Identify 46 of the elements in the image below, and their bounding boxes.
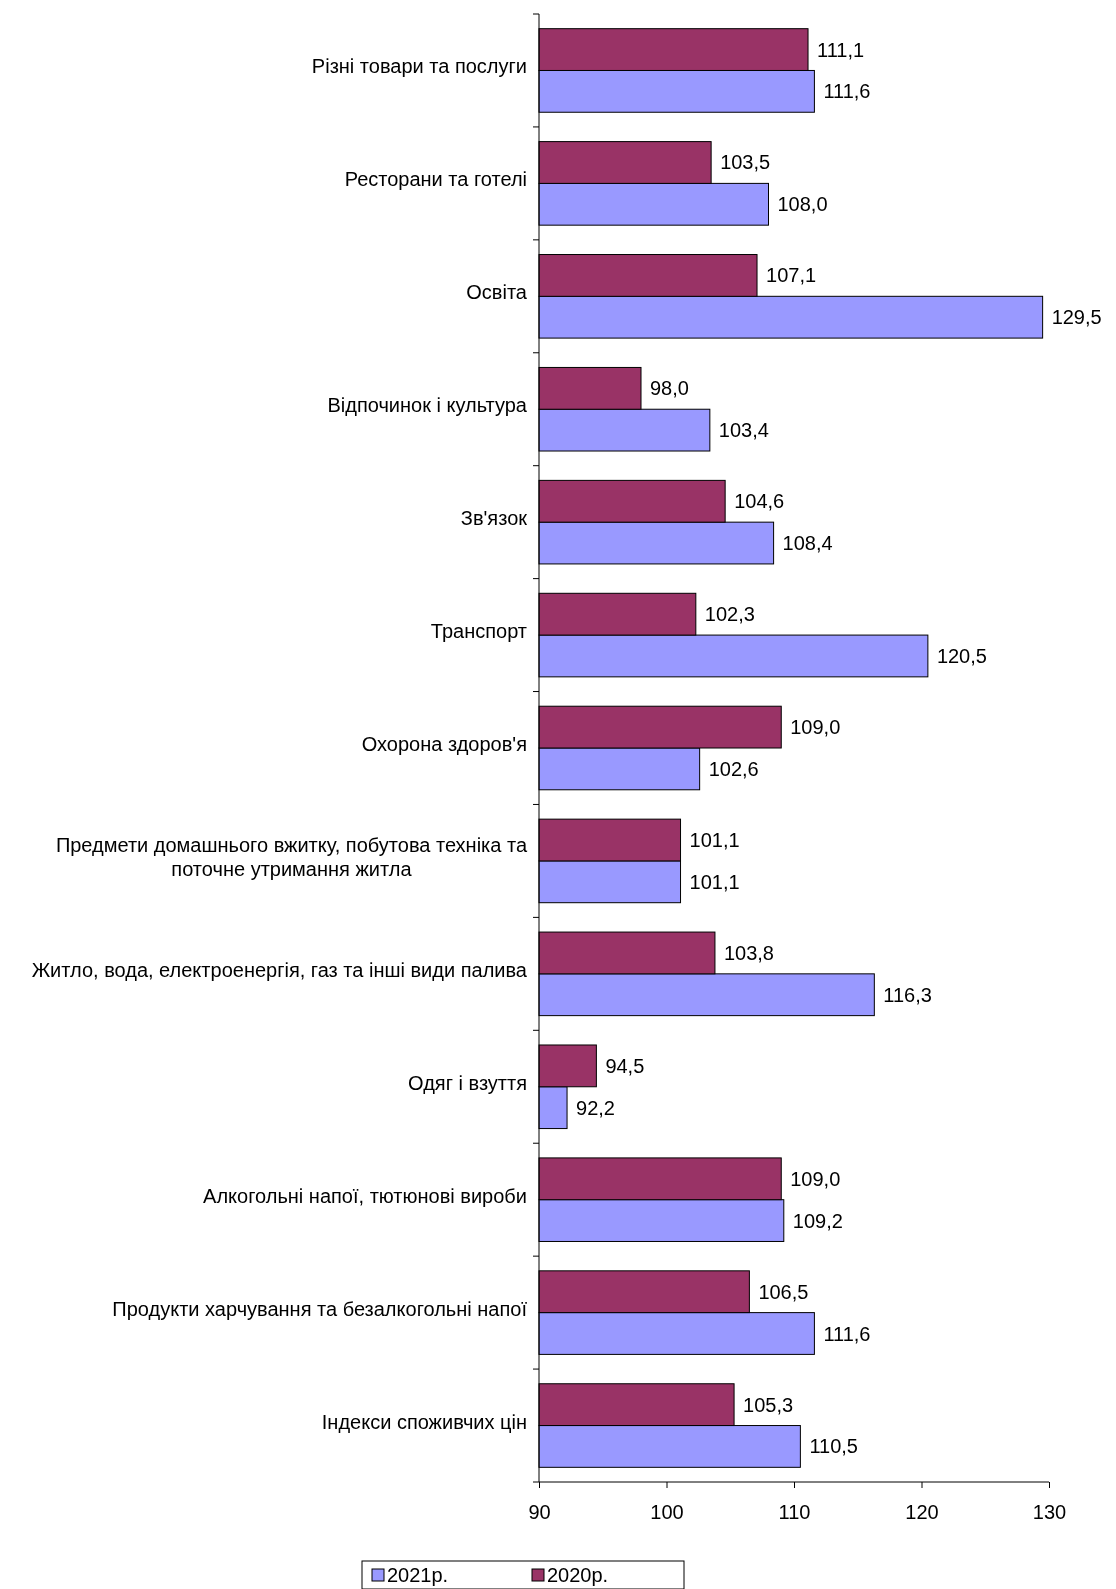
data-label: 120,5	[936, 644, 987, 667]
data-label: 108,0	[777, 193, 828, 216]
y-tick-label: Зв'язок	[460, 507, 528, 530]
data-label: 103,8	[723, 941, 775, 964]
data-label: 111,6	[823, 80, 871, 103]
y-tick-label: Транспорт	[430, 620, 527, 643]
data-label: 107,1	[766, 264, 817, 287]
data-label: 101,1	[689, 870, 740, 893]
data-label: 102,6	[708, 757, 759, 780]
data-label: 103,5	[720, 151, 771, 174]
data-label: 108,4	[782, 532, 833, 555]
data-label: 98,0	[650, 377, 689, 400]
data-label: 116,3	[883, 983, 932, 1006]
x-tick-label: 110	[778, 1501, 811, 1523]
legend-label: 2021р.	[387, 1564, 449, 1586]
y-tick-label: Предмети домашнього вжитку, побутова техніка та поточне утримання житла	[55, 833, 528, 880]
x-tick-label: 130	[1032, 1501, 1067, 1523]
x-tick-label: 90	[528, 1501, 551, 1523]
y-tick-label: Різні товари та послуги	[311, 55, 527, 78]
y-tick-label: Одяг і взуття	[408, 1071, 527, 1094]
data-label: 106,5	[758, 1280, 809, 1303]
data-label: 129,5	[1051, 306, 1102, 329]
data-label: 103,4	[718, 419, 769, 442]
legend-label: 2020р.	[547, 1564, 609, 1586]
y-tick-label: Охорона здоров'я	[361, 733, 527, 755]
x-tick-label: 120	[905, 1501, 939, 1523]
data-label: 111,6	[823, 1322, 871, 1345]
data-label: 110,5	[809, 1435, 858, 1458]
data-label: 101,1	[689, 829, 740, 852]
x-tick-label: 100	[650, 1501, 684, 1523]
data-label: 111,1	[817, 38, 865, 61]
y-tick-label: Продукти харчування та безалкогольні напої	[112, 1297, 528, 1320]
y-tick-label: Ресторани та готелі	[344, 168, 527, 191]
y-tick-label: Алкогольні напої, тютюнові вироби	[203, 1184, 527, 1207]
y-tick-label: Індекси споживчих цін	[321, 1410, 527, 1433]
y-tick-label: Житло, вода, електроенергія, газ та інші види палива	[31, 958, 528, 981]
y-tick-label: Освіта	[466, 281, 528, 304]
data-label: 105,3	[743, 1393, 794, 1416]
data-label: 109,0	[790, 716, 841, 739]
data-label: 94,5	[605, 1054, 645, 1077]
y-tick-label: Відпочинок і культура	[327, 394, 528, 417]
data-label: 92,2	[576, 1096, 615, 1119]
data-label: 109,2	[792, 1209, 843, 1232]
data-label: 109,0	[790, 1167, 841, 1190]
data-label: 104,6	[734, 490, 785, 513]
data-label: 102,3	[704, 603, 755, 626]
